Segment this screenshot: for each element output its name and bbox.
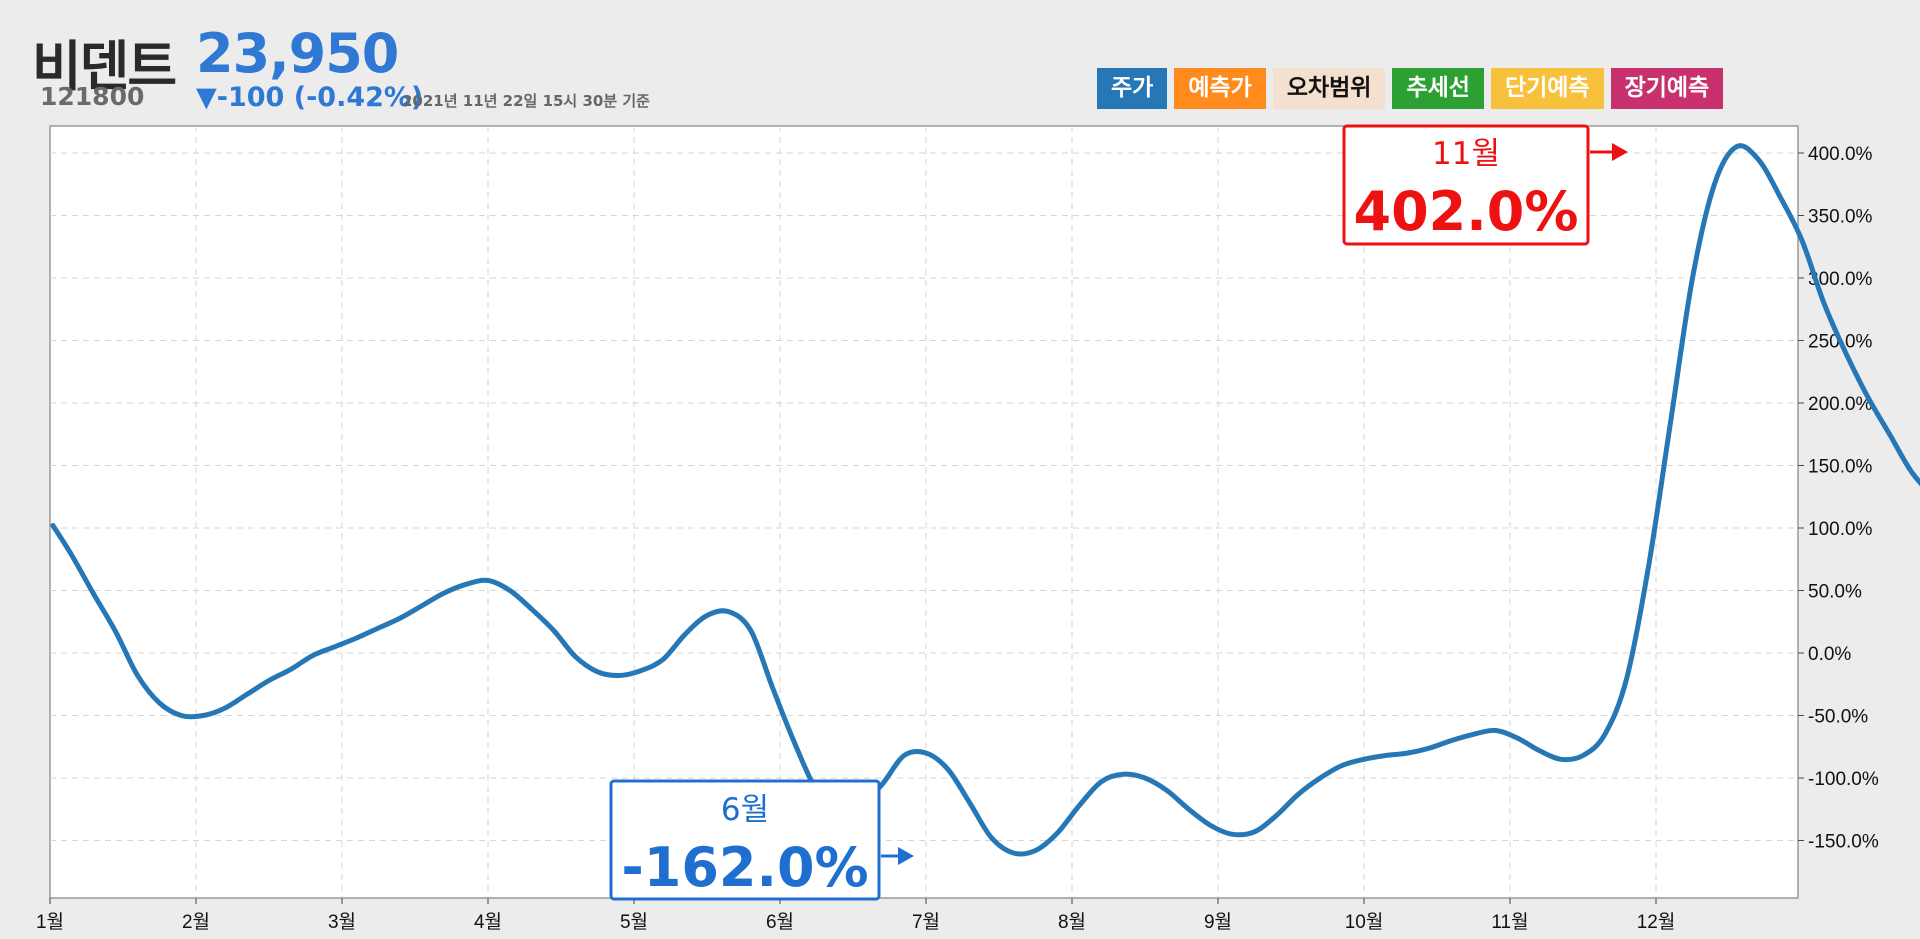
x-tick-label: 6월 (766, 911, 794, 933)
min-annotation-month: 6월 (721, 792, 769, 828)
stock-code: 121800 (40, 82, 145, 111)
x-tick-label: 8월 (1058, 911, 1086, 933)
legend-error-range-button[interactable]: 오차범위 (1272, 68, 1386, 109)
series-line (50, 143, 1920, 857)
x-tick-label: 12월 (1637, 911, 1676, 933)
y-tick-label: 100.0% (1808, 519, 1873, 540)
x-axis-ticks: 1월 2월 3월 4월 5월 6월 7월 8월 9월 10월 11월 12월 (36, 898, 1675, 933)
min-annotation-value: -162.0% (621, 836, 868, 899)
x-tick-label: 10월 (1345, 911, 1384, 933)
timestamp: 2021년 11년 22일 15시 30분 기준 (402, 92, 650, 110)
x-tick-label: 5월 (620, 911, 648, 933)
y-tick-label: 0.0% (1808, 644, 1851, 665)
y-tick-label: 150.0% (1808, 457, 1873, 478)
x-tick-label: 2월 (182, 911, 210, 933)
y-tick-label: -100.0% (1808, 769, 1879, 790)
max-annotation-month: 11월 (1432, 136, 1500, 172)
price-change: ▼-100 (-0.42%) (196, 82, 424, 113)
max-annotation-box (1342, 124, 1590, 246)
min-annotation-box (609, 779, 881, 901)
legend-buttons: 주가 예측가 오차범위 추세선 단기예측 장기예측 (1097, 68, 1724, 109)
y-tick-label: 300.0% (1808, 269, 1873, 290)
y-tick-label: 350.0% (1808, 207, 1873, 228)
y-tick-label: 50.0% (1808, 582, 1862, 603)
x-tick-label: 9월 (1204, 911, 1232, 933)
stock-name: 비덴트 (32, 35, 177, 98)
plot-area (49, 125, 1799, 899)
x-tick-label: 11월 (1491, 911, 1528, 933)
max-annotation: 11월 402.0% (1342, 124, 1628, 246)
legend-price-button[interactable]: 주가 (1097, 68, 1168, 109)
max-arrow-head (1612, 143, 1628, 161)
legend-short-term-button[interactable]: 단기예측 (1490, 68, 1604, 109)
min-arrow-head (898, 847, 914, 865)
min-annotation: 6월 -162.0% (609, 779, 914, 901)
x-tick-label: 4월 (474, 911, 502, 933)
y-tick-label: -50.0% (1808, 707, 1868, 728)
legend-forecast-button[interactable]: 예측가 (1174, 68, 1266, 109)
grid-lines (50, 126, 1798, 898)
x-tick-label: 1월 (36, 911, 64, 933)
y-axis-ticks: 400.0%350.0%300.0%250.0%200.0%150.0%100.… (1798, 144, 1879, 853)
y-tick-label: 200.0% (1808, 394, 1873, 415)
current-price: 23,950 (196, 22, 399, 85)
y-tick-label: -150.0% (1808, 832, 1879, 853)
x-tick-label: 7월 (912, 911, 940, 933)
y-tick-label: 400.0% (1808, 144, 1873, 165)
legend-trendline-button[interactable]: 추세선 (1392, 68, 1484, 109)
x-tick-label: 3월 (328, 911, 356, 933)
legend-long-term-button[interactable]: 장기예측 (1610, 68, 1724, 109)
max-annotation-value: 402.0% (1354, 180, 1579, 243)
